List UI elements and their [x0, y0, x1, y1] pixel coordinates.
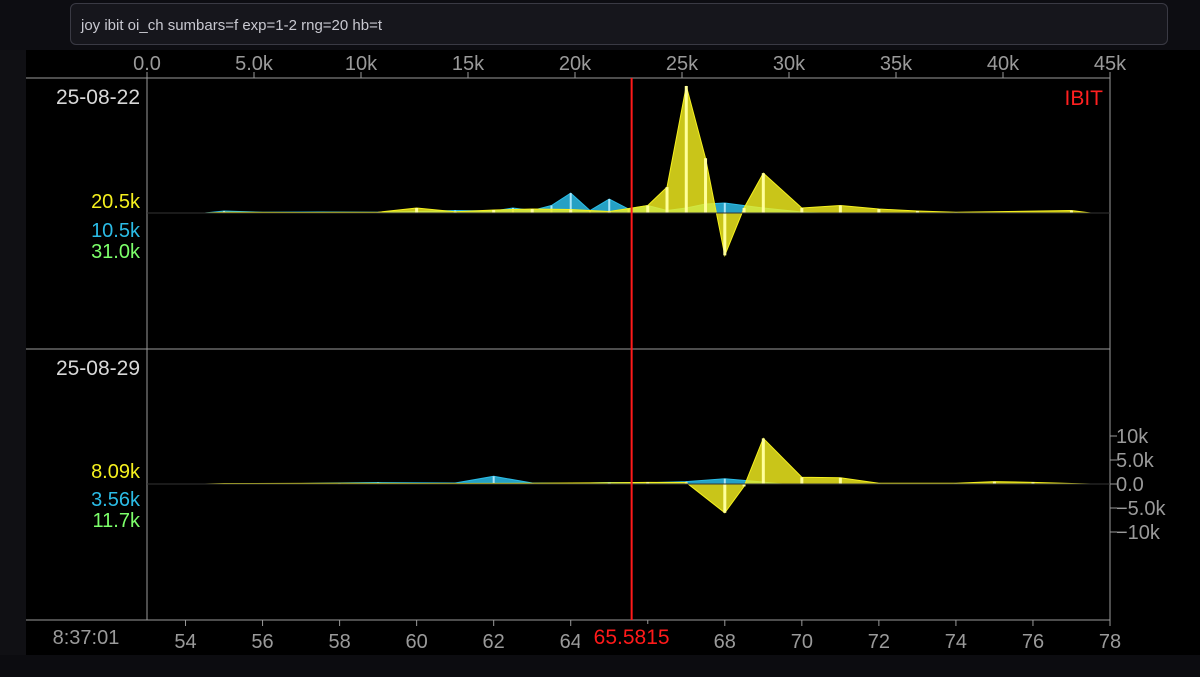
top-axis-tick-label: 5.0k — [235, 53, 274, 75]
chart-frame — [26, 77, 1111, 621]
price-label: 65.5815 — [594, 626, 670, 649]
right-axis-tick-label: 0.0 — [1116, 474, 1144, 496]
right-axis-tick-label: −5.0k — [1116, 498, 1166, 520]
top-axis-tick-label: 15k — [452, 53, 485, 75]
expiry-label: 25-08-29 — [56, 357, 140, 380]
bottom-gutter — [0, 655, 1200, 677]
command-input[interactable]: joy ibit oi_ch sumbars=f exp=1-2 rng=20 … — [70, 3, 1168, 45]
right-axis-tick-label: 10k — [1116, 426, 1149, 448]
expiry-label: 25-08-22 — [56, 86, 140, 109]
top-axis: 0.0 5.0k 10k 15k 20k 25k 30k 35k 40k 45k — [133, 53, 1127, 78]
sum-total-label: 11.7k — [93, 510, 141, 532]
top-axis-tick-label: 35k — [880, 53, 913, 75]
call-series-area — [204, 437, 1091, 514]
call-total-label: 20.5k — [91, 191, 141, 213]
top-axis-tick-label: 30k — [773, 53, 806, 75]
x-axis-tick-label: 54 — [174, 631, 196, 653]
right-axis-tick-label: −10k — [1116, 522, 1161, 544]
top-axis-tick-label: 25k — [666, 53, 699, 75]
call-total-label: 8.09k — [91, 461, 141, 483]
x-axis-tick-label: 70 — [791, 631, 813, 653]
put-total-label: 3.56k — [91, 489, 141, 511]
left-gutter — [0, 0, 26, 677]
top-axis-tick-label: 45k — [1094, 53, 1127, 75]
top-axis-tick-label: 10k — [345, 53, 378, 75]
x-axis-tick-label: 78 — [1099, 631, 1121, 653]
x-axis-tick-label: 62 — [483, 631, 505, 653]
call-series-area — [204, 85, 1091, 258]
top-axis-tick-label: 20k — [559, 53, 592, 75]
x-axis-tick-label: 72 — [868, 631, 890, 653]
put-total-label: 10.5k — [91, 220, 141, 242]
clock-time: 8:37:01 — [53, 627, 120, 649]
ticker-label: IBIT — [1064, 87, 1103, 110]
x-axis-tick-label: 64 — [560, 631, 582, 653]
x-axis-tick-label: 56 — [251, 631, 273, 653]
x-axis-tick-label: 74 — [945, 631, 967, 653]
sum-total-label: 31.0k — [91, 241, 141, 263]
command-bar: joy ibit oi_ch sumbars=f exp=1-2 rng=20 … — [0, 0, 1200, 50]
x-axis-tick-label: 76 — [1022, 631, 1044, 653]
price-label-background — [579, 624, 684, 654]
price-overlay: 65.5815 IBIT — [579, 78, 1103, 654]
right-axis-tick-label: 5.0k — [1116, 450, 1155, 472]
x-axis-tick-label: 60 — [406, 631, 428, 653]
x-axis-tick-label: 68 — [714, 631, 736, 653]
x-axis-tick-label: 58 — [328, 631, 350, 653]
top-axis-tick-label: 40k — [987, 53, 1020, 75]
top-axis-tick-label: 0.0 — [133, 53, 161, 75]
